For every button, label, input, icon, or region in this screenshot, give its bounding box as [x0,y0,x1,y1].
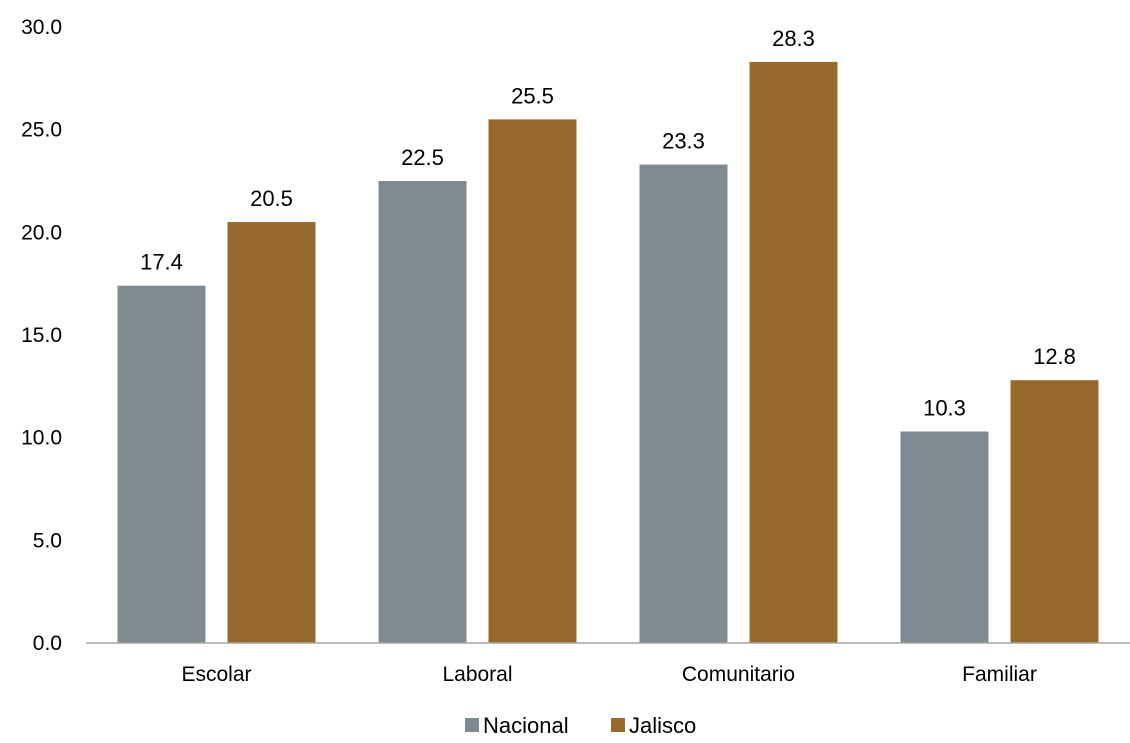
data-label: 20.5 [250,186,293,211]
bar-nacional-comunitario [639,164,728,643]
x-tick-label: Familiar [962,663,1037,686]
bars-group [117,61,1099,644]
bar-jalisco-laboral [488,119,577,643]
bar-jalisco-familiar [1010,380,1099,643]
x-tick-label: Laboral [442,663,512,686]
data-label: 22.5 [401,145,444,170]
x-axis-labels: Escolar Laboral Comunitario Familiar [181,663,1036,686]
bar-nacional-escolar [117,285,206,643]
x-tick-label: Comunitario [682,663,795,686]
y-tick-label: 20.0 [21,221,62,244]
y-tick-label: 10.0 [21,427,62,450]
y-tick-label: 5.0 [33,529,62,552]
y-tick-label: 15.0 [21,324,62,347]
y-tick-label: 0.0 [33,632,62,655]
bar-nacional-familiar [900,431,989,643]
data-label: 25.5 [511,83,554,108]
data-label: 28.3 [772,26,815,51]
x-tick-label: Escolar [181,663,251,686]
y-axis-ticks: 0.0 5.0 10.0 15.0 20.0 25.0 30.0 [21,16,62,655]
data-label: 10.3 [923,396,966,421]
legend-label-nacional: Nacional [483,713,569,738]
legend-swatch-jalisco [611,718,625,732]
y-tick-label: 25.0 [21,119,62,142]
legend: Nacional Jalisco [465,713,696,738]
bar-jalisco-escolar [227,222,316,644]
bar-nacional-laboral [378,181,467,643]
legend-label-jalisco: Jalisco [629,713,696,738]
data-label: 12.8 [1033,344,1076,369]
legend-swatch-nacional [465,718,479,732]
data-label: 17.4 [140,250,183,275]
data-labels-group: 17.4 20.5 22.5 25.5 23.3 28.3 10.3 12.8 [140,26,1076,421]
data-label: 23.3 [662,129,705,154]
y-tick-label: 30.0 [21,16,62,39]
bar-jalisco-comunitario [749,61,838,643]
